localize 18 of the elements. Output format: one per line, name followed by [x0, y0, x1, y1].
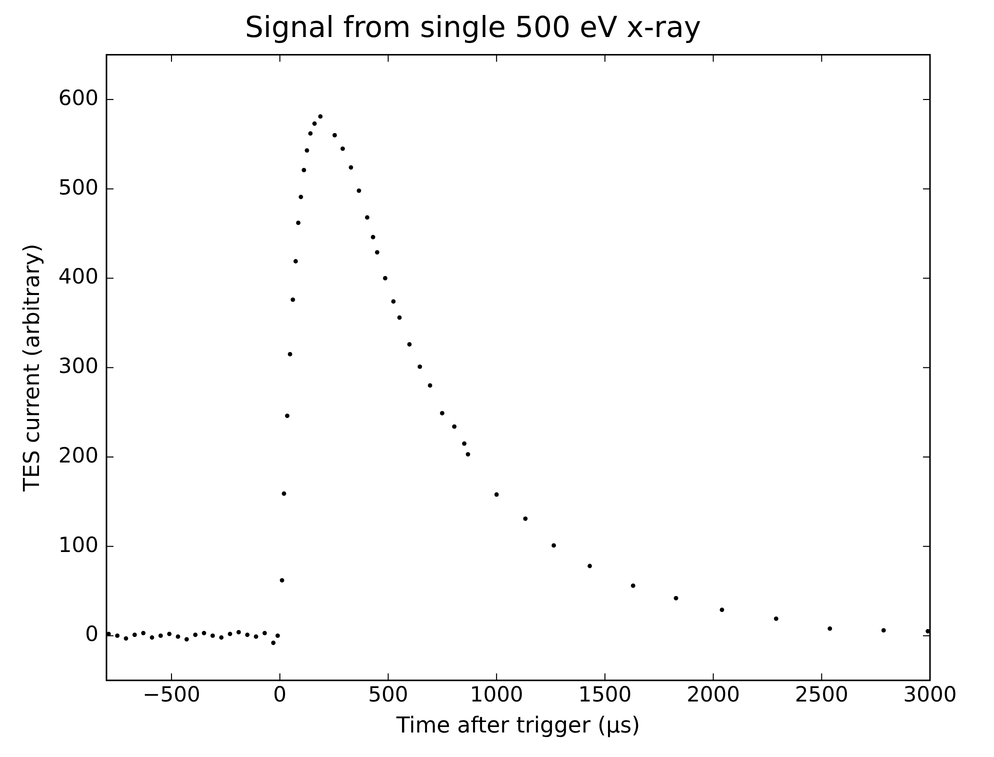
- y-axis-title: TES current (arbitrary): [20, 244, 45, 492]
- x-tick-label: 1500: [578, 682, 632, 706]
- y-tick-label: 100: [58, 532, 98, 557]
- y-tick-label: 500: [58, 175, 98, 200]
- x-tick-label: 500: [368, 682, 408, 706]
- x-tick-label: −500: [142, 682, 200, 706]
- y-tick-label: 400: [58, 264, 98, 289]
- y-tick-label: 200: [58, 443, 98, 468]
- x-tick-label: 1000: [470, 682, 524, 706]
- x-tick-label: 3000: [903, 682, 957, 706]
- x-tick-label: 2000: [686, 682, 740, 706]
- y-tick-label: 600: [58, 86, 98, 110]
- x-tick-label: 2500: [794, 682, 848, 706]
- y-tick-label: 300: [58, 354, 98, 378]
- x-tick-label: 0: [273, 682, 287, 706]
- x-axis-title: Time after trigger (μs): [395, 714, 640, 739]
- y-tick-label: 0: [85, 622, 98, 646]
- chart-title: Signal from single 500 eV x-ray: [244, 10, 702, 44]
